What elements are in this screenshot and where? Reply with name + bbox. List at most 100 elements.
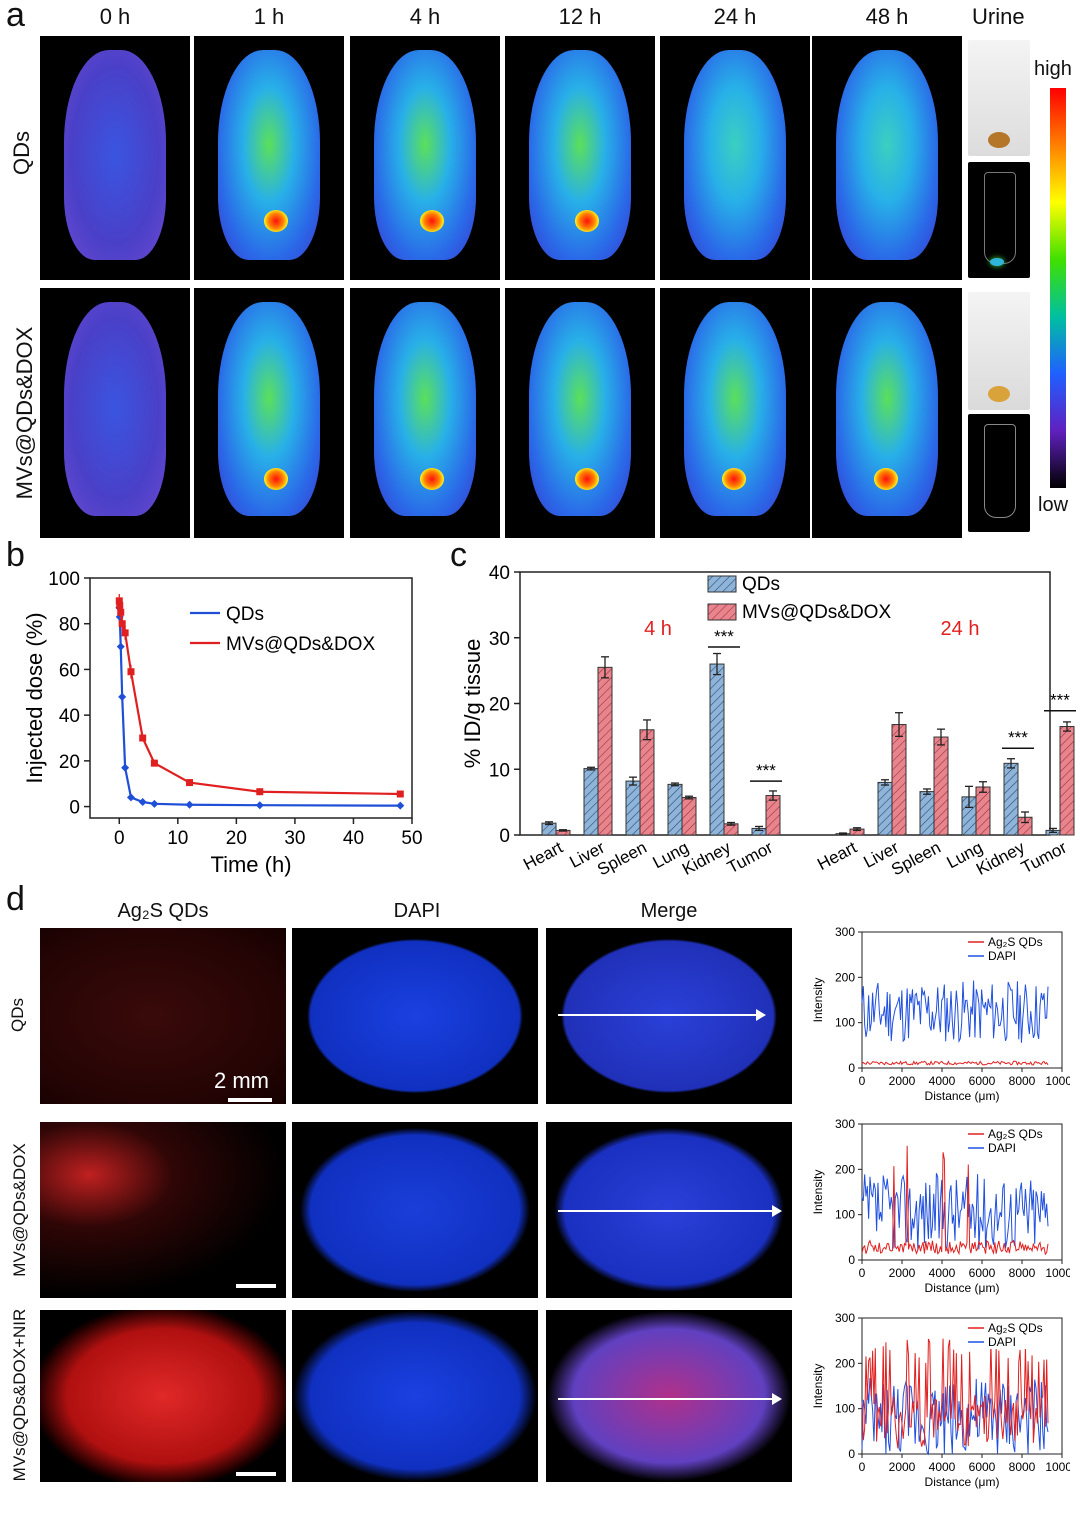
profile-xtick-label: 0 xyxy=(859,1266,866,1280)
profile-xtick-label: 8000 xyxy=(1009,1266,1036,1280)
profile-xtick-label: 6000 xyxy=(969,1266,996,1280)
row-label-qds: QDs xyxy=(9,131,34,175)
chart-b-xtick-label: 50 xyxy=(401,828,422,849)
profile-ylabel: Intensity xyxy=(811,1170,825,1215)
microscopy-image xyxy=(546,1122,792,1298)
microscopy-image xyxy=(546,1310,792,1482)
chart-b-legend-label: QDs xyxy=(226,604,264,625)
chart-c-ytick-label: 40 xyxy=(489,563,510,584)
profile-ytick-label: 200 xyxy=(835,1356,855,1370)
chart-b-point xyxy=(116,601,124,609)
profile-xtick-label: 10000 xyxy=(1045,1460,1070,1474)
microscopy-image xyxy=(546,928,792,1104)
chart-b-point xyxy=(150,759,158,767)
mouse-fluorescence-image xyxy=(660,36,810,280)
microscopy-image xyxy=(40,1122,286,1298)
mouse-fluorescence-image xyxy=(350,288,500,538)
chart-c-sig-label: *** xyxy=(1008,728,1028,747)
chart-c-bar xyxy=(877,781,893,836)
chart-c-bar xyxy=(919,791,935,836)
profile-series-line xyxy=(861,1145,1049,1256)
profile-ytick-label: 200 xyxy=(835,1162,855,1176)
chart-c-bar xyxy=(639,729,655,836)
column-header-merge: Merge xyxy=(640,900,698,922)
profile-ytick-label: 300 xyxy=(835,1117,855,1131)
profile-legend-bg xyxy=(966,1128,1056,1141)
time-label: 48 h xyxy=(865,4,909,29)
microscopy-image xyxy=(40,1310,286,1482)
mouse-fluorescence-image xyxy=(505,36,655,280)
microscopy-image xyxy=(292,928,538,1104)
chart-c-ytick-label: 10 xyxy=(489,760,510,781)
profile-series-line xyxy=(861,1338,1049,1449)
chart-c-bar xyxy=(765,795,781,836)
chart-b-point xyxy=(256,788,264,796)
profile-xtick-label: 10000 xyxy=(1045,1074,1070,1088)
time-label: 1 h xyxy=(253,4,285,29)
panel-a-letter: a xyxy=(6,0,25,34)
chart-c-bar xyxy=(709,663,725,836)
profile-xtick-label: 0 xyxy=(859,1460,866,1474)
chart-c-legend-swatch xyxy=(707,603,737,621)
profile-ytick-label: 300 xyxy=(835,925,855,939)
profile-legend-bg xyxy=(966,950,1056,963)
chart-b-xlabel: Time (h) xyxy=(210,852,291,877)
line-profile-arrow xyxy=(558,1205,782,1217)
chart-c-group-label: 24 h xyxy=(941,618,980,640)
profile-ytick-label: 300 xyxy=(835,1311,855,1325)
chart-c-category-label: Kidney xyxy=(973,838,1028,879)
chart-b-ytick-label: 80 xyxy=(59,615,80,636)
microscopy-image xyxy=(292,1310,538,1482)
profile-legend-bg xyxy=(966,1142,1056,1155)
chart-b-series-line xyxy=(118,600,401,796)
profile-legend-label: DAPI xyxy=(988,1141,1016,1155)
mouse-fluorescence-image xyxy=(40,288,190,538)
profile-legend-bg xyxy=(966,1336,1056,1349)
mouse-fluorescence-image xyxy=(505,288,655,538)
chart-c-bar xyxy=(1003,762,1019,836)
chart-c-bar xyxy=(625,780,641,836)
line-profile-arrow xyxy=(558,1009,766,1021)
time-label: 12 h xyxy=(558,4,602,29)
chart-c-category-label: Heart xyxy=(520,838,566,874)
d-row-label-mvs-nir: MVs@QDs&DOX+NIR xyxy=(10,1308,29,1482)
profile-legend-label: Ag₂S QDs xyxy=(988,935,1043,949)
chart-c-category-label: Heart xyxy=(814,838,860,874)
chart-b-point xyxy=(396,790,404,798)
profile-ytick-label: 200 xyxy=(835,970,855,984)
column-header-dapi: DAPI xyxy=(393,900,441,922)
profile-xtick-label: 2000 xyxy=(889,1266,916,1280)
chart-b-ytick-label: 0 xyxy=(69,798,80,819)
chart-b-point xyxy=(118,692,127,701)
profile-ylabel: Intensity xyxy=(811,978,825,1023)
colorbar-high-label: high xyxy=(1034,58,1072,80)
chart-b-ytick-label: 20 xyxy=(59,752,80,773)
chart-b-point xyxy=(121,763,130,772)
chart-c-bar xyxy=(933,736,949,836)
chart-b-point xyxy=(185,800,194,809)
profile-legend-label: DAPI xyxy=(988,949,1016,963)
chart-c-ytick-label: 30 xyxy=(489,629,510,650)
chart-c-legend-label: QDs xyxy=(742,574,780,595)
chart-b-ylabel: Injected dose (%) xyxy=(22,612,47,783)
profile-ytick-label: 0 xyxy=(848,1253,855,1267)
chart-c-category-label: Tumor xyxy=(1018,838,1070,878)
chart-b-point xyxy=(118,620,126,628)
chart-b-point xyxy=(127,668,135,676)
panel-d-letter: d xyxy=(6,880,25,918)
chart-c-group-label: 4 h xyxy=(644,618,672,640)
chart-b-injected-dose: 0 20 40 60 80 100 0 10 20 30 40 50 Time (h) Injected … xyxy=(22,569,423,877)
chart-b-ytick-label: 60 xyxy=(59,660,80,681)
profile-ytick-label: 0 xyxy=(848,1061,855,1075)
urine-tube-fluorescence-qds xyxy=(968,162,1030,278)
chart-b-point xyxy=(186,779,194,787)
microscopy-image xyxy=(40,928,286,1104)
colorbar-low-label: low xyxy=(1038,494,1069,516)
profile-series-line xyxy=(861,980,1049,1044)
chart-c-category-label: Spleen xyxy=(888,838,944,880)
chart-c-category-label: Spleen xyxy=(594,838,650,880)
scale-bar-label: 2 mm xyxy=(214,1068,269,1093)
chart-c-bar xyxy=(1059,726,1075,836)
chart-b-legend-label: MVs@QDs&DOX xyxy=(226,634,375,655)
